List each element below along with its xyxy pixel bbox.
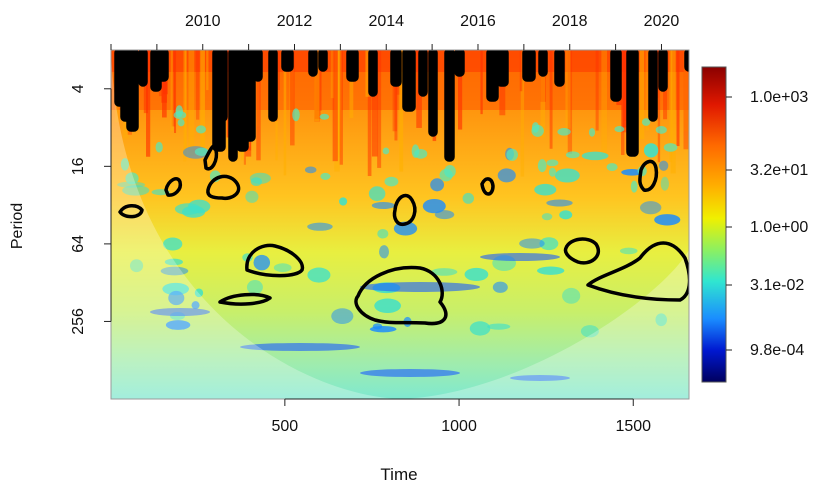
x-axis-bottom: 500 1000 1500 — [272, 398, 651, 435]
top-tick-label: 2018 — [552, 13, 588, 30]
significance-contour — [402, 50, 416, 112]
significance-contour — [228, 50, 238, 162]
significance-contour — [554, 50, 565, 87]
significance-contour — [354, 265, 448, 326]
significance-contour — [538, 50, 548, 77]
significance-contour — [658, 50, 668, 92]
significance-contour — [126, 50, 139, 132]
significance-contour — [626, 50, 639, 157]
top-tick-label: 2020 — [644, 13, 680, 30]
colorbar-tick-label: 3.1e-02 — [750, 277, 804, 294]
significance-contour — [454, 50, 465, 77]
y-tick-label: 16 — [70, 157, 87, 175]
significance-contour — [390, 50, 402, 87]
x-tick-label: 1500 — [615, 418, 651, 435]
significance-contour — [164, 177, 183, 197]
x-tick-label: 500 — [272, 418, 299, 435]
heatmap-field — [111, 50, 689, 399]
significance-contour — [281, 50, 294, 72]
significance-contour — [206, 174, 241, 201]
significance-contour — [318, 50, 328, 72]
significance-contour — [496, 50, 509, 87]
y-axis: 4 16 64 256 — [70, 84, 112, 335]
colorbar-tick-label: 1.0e+03 — [750, 89, 808, 106]
significance-contour — [444, 50, 455, 162]
colorbar-tick-label: 1.0e+00 — [750, 219, 808, 236]
significance-contour — [346, 50, 359, 82]
significance-contour — [245, 243, 305, 278]
significance-contour — [242, 50, 256, 142]
significance-contour — [610, 50, 622, 102]
significance-contour — [563, 237, 600, 265]
significance-contour — [648, 50, 658, 122]
x-axis-label: Time — [380, 465, 417, 484]
cone-of-influence — [111, 50, 689, 399]
significance-contour — [218, 292, 272, 306]
y-tick-label: 64 — [70, 235, 87, 253]
significance-contour — [268, 50, 278, 122]
y-tick-label: 256 — [70, 308, 87, 335]
significance-contour — [638, 159, 659, 192]
significance-contour — [156, 50, 169, 82]
significance-contour — [428, 50, 438, 137]
significance-contour — [308, 50, 318, 77]
significance-contour — [218, 50, 228, 122]
top-tick-label: 2014 — [368, 13, 404, 30]
colorbar-ticks: 1.0e+03 3.2e+01 1.0e+00 3.1e-02 9.8e-04 — [726, 89, 808, 359]
x-tick-label: 1000 — [441, 418, 477, 435]
significance-contour — [368, 50, 378, 97]
significance-contour — [586, 241, 689, 302]
x-axis-top: 2010 2012 2014 2016 2018 2020 — [110, 13, 680, 50]
top-tick-label: 2016 — [460, 13, 496, 30]
significance-contour — [480, 177, 495, 196]
y-tick-label: 4 — [70, 84, 87, 93]
significance-contour — [253, 50, 263, 82]
significance-contour — [118, 204, 144, 219]
y-axis-label: Period — [9, 203, 26, 249]
significance-contour — [684, 50, 689, 72]
top-tick-label: 2012 — [277, 13, 313, 30]
significance-contour — [486, 50, 499, 102]
significance-contour — [522, 50, 536, 82]
top-tick-label: 2010 — [185, 13, 221, 30]
colorbar-tick-label: 3.2e+01 — [750, 162, 808, 179]
significance-contour — [418, 50, 428, 97]
significance-contour — [392, 193, 417, 227]
colorbar-tick-label: 9.8e-04 — [750, 342, 804, 359]
colorbar — [701, 66, 727, 383]
significance-contour — [138, 50, 148, 87]
